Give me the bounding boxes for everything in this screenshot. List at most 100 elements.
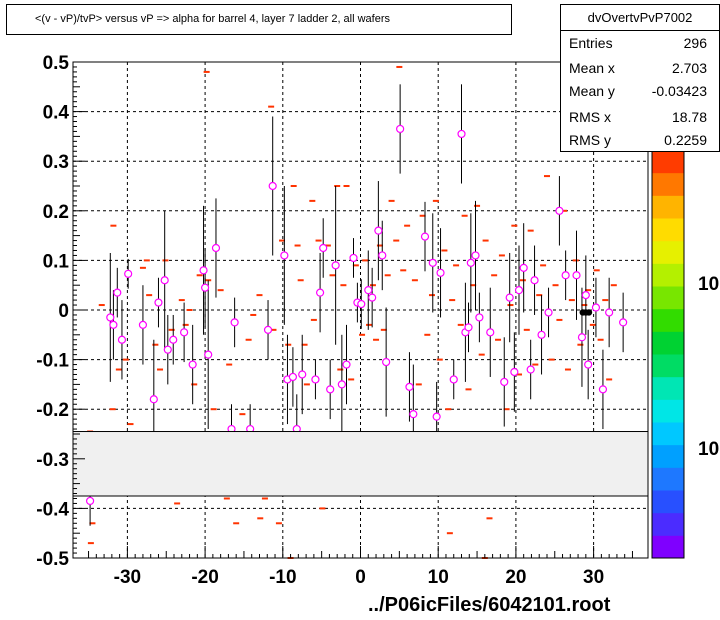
scatter-point [233,522,240,525]
profile-point [117,335,127,344]
scatter-point [270,328,277,331]
scatter-point [261,497,268,500]
scatter-point [589,323,596,326]
profile-point [326,385,335,394]
scatter-point [384,274,391,277]
profile-point [475,313,484,322]
profile-point [180,328,189,337]
scatter-point [182,323,189,326]
scatter-point [380,328,387,331]
scatter-point [143,259,150,262]
scatter-point [186,309,193,311]
scatter-point [436,358,443,361]
scatter-point [519,279,526,282]
scatter-point [461,214,468,217]
profile-point [149,395,158,404]
profile-point [464,323,473,332]
scatter-point [250,313,257,316]
color-palette: 10 10 [651,149,719,559]
scatter-point [478,353,485,356]
palette-label: 10 [698,439,719,460]
y-tick-label: 0 [58,301,69,322]
scatter-point [511,224,518,227]
scatter-point [482,239,489,242]
palette-label: 10 [698,274,719,295]
profile-point [457,129,466,139]
profile-point [106,313,115,322]
chart-title-box: <(v - vP)/tvP> versus vP => alpha for ba… [6,4,512,35]
profile-point [85,496,95,506]
profile-point [544,308,553,317]
scatter-point [441,249,448,252]
scatter-point [109,408,116,411]
scatter-point [217,289,224,292]
cluster-point [585,309,593,316]
scatter-point [359,333,366,336]
palette-swatch [652,263,684,287]
y-tick-label: 0.4 [43,103,70,124]
stats-value: -0.03423 [651,83,707,99]
profile-point [581,291,590,300]
scatter-point [310,318,317,321]
scatter-point [174,502,181,505]
palette-swatch [652,286,684,310]
scatter-point [309,199,316,202]
profile-point [331,261,340,270]
scatter-point [297,279,304,282]
scatter-point [203,70,210,73]
y-tick-label: 0.2 [43,202,69,223]
profile-point [471,251,480,260]
stats-label: RMS y [569,132,611,148]
scatter-point [337,368,344,371]
scatter-point [334,185,341,187]
palette-swatch [652,444,684,468]
profile-point [555,206,564,215]
scatter-point [245,338,252,341]
scatter-point [290,185,297,187]
palette-swatch [652,467,684,491]
scatter-point [275,522,282,525]
x-tick-label: -20 [191,567,218,588]
profile-point [288,372,297,382]
palette-swatch [652,172,684,196]
stats-row-rms-y: RMS y 0.2259 [567,132,715,154]
scatter-point [453,264,460,267]
scatter-point [115,368,122,371]
scatter-point [486,517,493,520]
scatter-point [424,333,431,336]
profile-point [486,328,495,337]
profile-point [530,276,539,285]
stats-value: 296 [683,35,707,51]
profile-point [319,243,328,253]
profile-point [561,271,570,280]
scatter-point [196,274,203,277]
profile-point [124,269,133,278]
scatter-point [585,289,592,292]
profile-point [500,377,509,387]
scatter-point [593,269,600,272]
stats-row-mean-y: Mean y -0.03423 [567,83,715,105]
stats-label: Mean y [569,83,615,99]
palette-swatch [652,195,684,219]
profile-point [584,360,593,369]
palette-swatch [652,422,684,446]
scatter-point [428,294,435,297]
profile-point [357,299,366,309]
x-tick-label: -10 [269,567,296,588]
profile-point [510,367,519,377]
scatter-point [457,323,464,326]
scatter-point [396,65,403,68]
profile-point [349,253,358,263]
profile-point [428,258,437,267]
profile-point [519,263,528,272]
scatter-point [110,224,117,227]
profile-point [605,308,614,317]
scatter-point [419,214,426,217]
scatter-point [465,388,472,391]
profile-point [154,298,163,307]
y-tick-label: -0.3 [36,450,69,471]
scatter-point [606,378,613,381]
profile-point [598,385,608,394]
scatter-point [257,517,264,520]
